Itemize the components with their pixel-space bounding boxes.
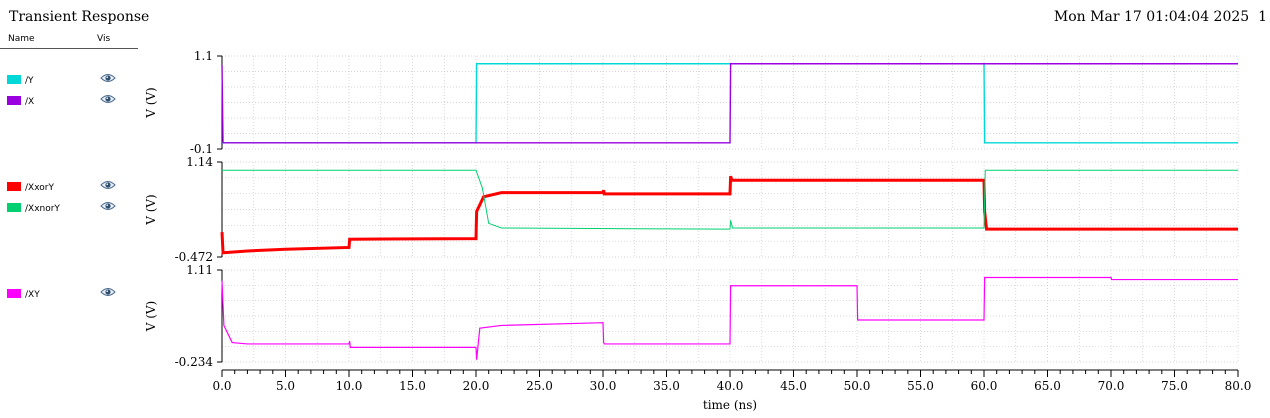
y-tick-label: -0.472 (175, 250, 213, 264)
legend-name-header: Name (8, 34, 35, 44)
legend-label: /XY (25, 290, 40, 300)
legend-vis-header: Vis (97, 34, 111, 44)
series-line-xxory (220, 175, 1238, 255)
x-axis-label: time (ns) (703, 398, 757, 412)
y-tick-label: -0.234 (175, 355, 214, 369)
y-tick-label: 1.1 (194, 49, 213, 63)
legend-label: /Y (25, 76, 34, 86)
x-axis: 0.0 5.0 10.0 15.0 20.0 25.0 30.0 35.0 40.0 45.0 50… (212, 369, 1252, 412)
x-tick-label: 5.0 (276, 379, 295, 393)
legend-label: /XxnorY (25, 204, 60, 214)
legend-swatch (7, 203, 21, 212)
legend-swatch (7, 75, 21, 84)
datetime-stamp: Mon Mar 17 01:04:04 2025 1 (1053, 9, 1267, 25)
x-tick-label: 75.0 (1161, 379, 1188, 393)
x-tick-label: 10.0 (336, 379, 363, 393)
x-tick-label: 60.0 (971, 379, 998, 393)
series-line-xy (221, 276, 1238, 360)
x-tick-label: 20.0 (463, 379, 490, 393)
legend-swatch (7, 182, 21, 191)
eye-icon[interactable] (100, 286, 116, 298)
x-tick-label: 65.0 (1034, 379, 1061, 393)
x-tick-label: 55.0 (907, 379, 934, 393)
legend-item: /Y (7, 72, 137, 89)
x-tick-label: 50.0 (844, 379, 871, 393)
panel-3: 1.11 -0.234 V (V) (144, 263, 1239, 369)
eye-icon[interactable] (100, 200, 116, 212)
series-line-xxnory (222, 169, 1238, 230)
x-tick-label: 45.0 (780, 379, 807, 393)
y-tick-label: 1.11 (186, 263, 213, 277)
x-tick-label: 35.0 (653, 379, 680, 393)
eye-icon[interactable] (100, 93, 116, 105)
x-tick-label: 40.0 (717, 379, 744, 393)
legend-item: /X (7, 93, 137, 110)
eye-icon[interactable] (100, 72, 116, 84)
x-tick-label: 25.0 (526, 379, 553, 393)
legend-item: /XY (7, 286, 137, 303)
x-tick-label: 30.0 (590, 379, 617, 393)
y-tick-label: 1.14 (186, 155, 213, 169)
y-axis-label: V (V) (144, 194, 158, 226)
panel-1: 1.1 -0.1 V (V) (144, 49, 1239, 156)
legend-item: /XxorY (7, 179, 137, 196)
series-line-x (221, 63, 1238, 144)
legend-item: /XxnorY (7, 200, 137, 217)
y-tick-label: -0.1 (190, 142, 213, 156)
legend-header: Name Vis (0, 32, 138, 49)
x-tick-label: 0.0 (212, 379, 231, 393)
legend-label: /X (25, 97, 35, 107)
legend-label: /XxorY (25, 183, 54, 193)
legend-swatch (7, 96, 21, 105)
x-tick-label: 80.0 (1225, 379, 1252, 393)
y-axis-label: V (V) (144, 301, 158, 333)
panel-2: 1.14 -0.472 V (V) (144, 155, 1239, 264)
x-tick-label: 15.0 (399, 379, 426, 393)
legend-swatch (7, 289, 21, 298)
eye-icon[interactable] (100, 179, 116, 191)
window-title: Transient Response (9, 9, 150, 25)
y-axis-label: V (V) (144, 87, 158, 119)
x-tick-label: 70.0 (1098, 379, 1125, 393)
